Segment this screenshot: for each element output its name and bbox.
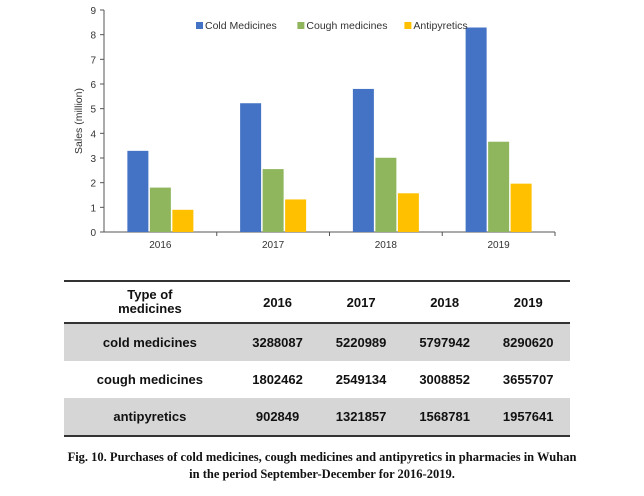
bar-cold-medicines-2017 <box>240 103 262 233</box>
header-type-line1: Type of <box>127 287 173 302</box>
legend-swatch <box>404 22 412 29</box>
header-year-2016: 2016 <box>235 280 320 324</box>
row-label: cough medicines <box>96 372 203 387</box>
bar-cold-medicines-2019 <box>465 27 487 232</box>
bar-antipyretics-2019 <box>510 183 532 232</box>
header-type: Type of medicines <box>64 280 236 324</box>
table-cell: 1957641 <box>486 398 570 437</box>
table-cell: 8290620 <box>486 323 570 361</box>
table-row-cold-medicines: cold medicines 3288087 5220989 5797942 8… <box>64 323 570 361</box>
y-tick-label: 1 <box>90 203 96 214</box>
table-cell: 3288087 <box>235 323 320 361</box>
table-row-antipyretics: antipyretics 902849 1321857 1568781 1957… <box>64 398 570 437</box>
legend-label: Antipyretics <box>413 20 467 32</box>
y-tick-label: 6 <box>90 80 96 91</box>
bar-cough-medicines-2018 <box>375 157 397 232</box>
legend-swatch <box>297 22 305 29</box>
header-year-2017: 2017 <box>319 280 403 324</box>
y-tick-label: 9 <box>90 6 96 17</box>
sales-table-container: Type of medicines 2016 2017 2018 2019 co… <box>64 280 570 437</box>
table-cell: 5220989 <box>319 323 403 361</box>
x-tick-label: 2016 <box>149 240 172 251</box>
legend-label: Cold Medicines <box>205 20 277 32</box>
figure-caption: Fig. 10. Purchases of cold medicines, co… <box>8 449 636 483</box>
bar-cold-medicines-2016 <box>127 150 149 232</box>
y-tick-label: 0 <box>90 228 96 239</box>
header-year-2018: 2018 <box>402 280 487 324</box>
bar-chart: 0 1 2 3 4 5 6 7 8 9 Sales (million) 2016 2017 2018 201… <box>73 6 556 251</box>
row-label: cold medicines <box>64 323 236 361</box>
x-tick-label: 2017 <box>262 240 285 251</box>
table-cell: 3655707 <box>502 372 554 387</box>
header-year-2019: 2019 <box>486 280 570 324</box>
table-cell: 1568781 <box>402 398 487 437</box>
table-cell: 3008852 <box>419 372 470 387</box>
table-cell: 1802462 <box>252 372 303 387</box>
y-tick-label: 3 <box>90 154 96 165</box>
table-cell: 2549134 <box>335 372 387 387</box>
sales-table: Type of medicines 2016 2017 2018 2019 co… <box>64 280 570 437</box>
legend-label: Cough medicines <box>306 20 387 32</box>
bar-cough-medicines-2019 <box>488 141 510 232</box>
x-tick-label: 2018 <box>375 240 398 251</box>
y-tick-label: 8 <box>90 31 96 42</box>
table-cell: 5797942 <box>402 323 487 361</box>
bar-cough-medicines-2016 <box>149 187 171 232</box>
table-cell: 1321857 <box>319 398 403 437</box>
table-header-row: Type of medicines 2016 2017 2018 2019 <box>64 280 570 324</box>
bar-antipyretics-2016 <box>172 209 194 232</box>
bar-antipyretics-2018 <box>397 193 419 232</box>
y-tick-label: 4 <box>90 129 96 140</box>
y-tick-label: 5 <box>90 105 96 116</box>
y-tick-label: 2 <box>90 179 96 190</box>
table-row-cough-medicines: cough medicines 1802462 2549134 3008852 … <box>64 361 570 398</box>
bar-cough-medicines-2017 <box>262 169 284 232</box>
x-tick-label: 2019 <box>488 240 511 251</box>
y-axis-label: Sales (million) <box>73 88 85 154</box>
row-label: antipyretics <box>64 398 236 437</box>
bar-antipyretics-2017 <box>285 199 307 232</box>
header-type-line2: medicines <box>118 301 182 316</box>
legend-swatch <box>196 22 203 29</box>
caption-line1: Fig. 10. Purchases of cold medicines, co… <box>67 450 577 464</box>
table-cell: 902849 <box>235 398 320 437</box>
bar-cold-medicines-2018 <box>352 88 374 232</box>
caption-line2: in the period September-December for 201… <box>189 467 455 481</box>
y-tick-label: 7 <box>90 55 96 66</box>
